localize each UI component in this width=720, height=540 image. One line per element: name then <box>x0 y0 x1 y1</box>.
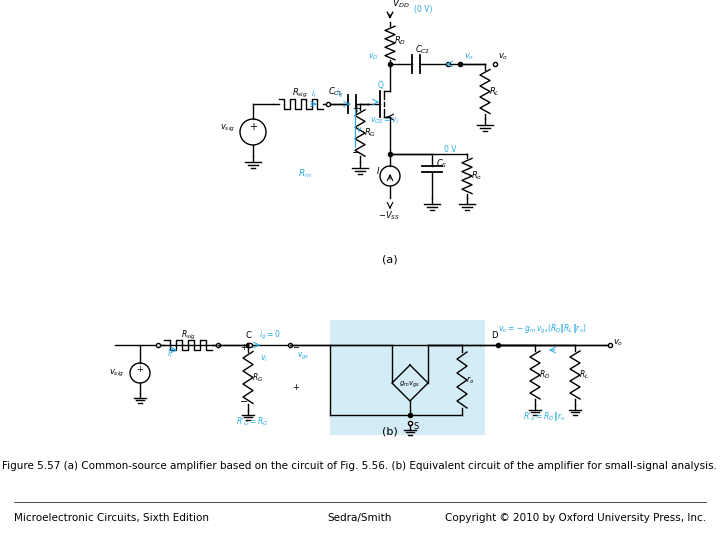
Text: $R_G$: $R_G$ <box>252 372 264 384</box>
Text: $R_o$: $R_o$ <box>471 170 482 183</box>
Text: +: + <box>352 104 360 114</box>
Text: $C_S$: $C_S$ <box>436 157 447 170</box>
Text: $R_{sig}$: $R_{sig}$ <box>292 87 308 100</box>
Text: Sedra/Smith: Sedra/Smith <box>328 513 392 523</box>
Text: +: + <box>137 364 143 374</box>
Text: Microelectronic Circuits, Sixth Edition: Microelectronic Circuits, Sixth Edition <box>14 513 209 523</box>
Text: $R_D$: $R_D$ <box>539 369 550 381</box>
Text: $v_{GS} = v_i$: $v_{GS} = v_i$ <box>370 115 400 125</box>
Text: $-V_{SS}$: $-V_{SS}$ <box>378 209 400 221</box>
Text: $I$: $I$ <box>376 165 380 176</box>
Text: $R_D$: $R_D$ <box>394 35 406 47</box>
Text: −: − <box>240 397 248 407</box>
Text: $i_g$: $i_g$ <box>336 87 343 100</box>
Text: $C_{C1}$: $C_{C1}$ <box>328 85 343 98</box>
Text: $v_o$: $v_o$ <box>464 51 474 62</box>
Text: $R_{in}$: $R_{in}$ <box>298 167 312 179</box>
Text: $R'_o = R_D \| r_o$: $R'_o = R_D \| r_o$ <box>523 410 565 423</box>
Text: $v_{sig}$: $v_{sig}$ <box>109 367 124 379</box>
Text: $g_m v_{gs}$: $g_m v_{gs}$ <box>400 380 420 390</box>
Text: Copyright © 2010 by Oxford University Press, Inc.: Copyright © 2010 by Oxford University Pr… <box>445 513 706 523</box>
Text: (b): (b) <box>382 427 398 437</box>
Text: −: − <box>292 343 299 352</box>
Text: $R_L$: $R_L$ <box>579 369 589 381</box>
Text: 0 V: 0 V <box>444 145 456 154</box>
Text: +: + <box>240 343 247 352</box>
Text: C: C <box>245 331 251 340</box>
Text: $R'_G = R_G$: $R'_G = R_G$ <box>236 415 269 428</box>
Text: (a): (a) <box>382 254 398 264</box>
Text: S: S <box>413 422 418 431</box>
Text: $V_{DD}$: $V_{DD}$ <box>392 0 410 10</box>
Text: $v_i$: $v_i$ <box>260 353 268 363</box>
Text: (0 V): (0 V) <box>414 5 433 14</box>
Text: $v_o$: $v_o$ <box>613 337 624 348</box>
Text: $v_{gs}$: $v_{gs}$ <box>297 350 310 361</box>
Text: $v_D$: $v_D$ <box>368 51 378 62</box>
Text: D: D <box>491 331 498 340</box>
Text: +: + <box>249 122 257 132</box>
Text: Q: Q <box>378 81 384 90</box>
Text: $R_G$: $R_G$ <box>364 127 376 139</box>
Text: $i_g = 0$: $i_g = 0$ <box>259 329 281 342</box>
Text: $v$: $v$ <box>356 125 363 134</box>
Text: $i_i$: $i_i$ <box>167 348 173 361</box>
Text: $R_L$: $R_L$ <box>489 85 500 98</box>
Text: $v_o = -g_m\, v_{gs}(R_D \| R_L \| r_o)$: $v_o = -g_m\, v_{gs}(R_D \| R_L \| r_o)$ <box>498 322 587 335</box>
FancyBboxPatch shape <box>330 320 485 435</box>
Text: $v_o$: $v_o$ <box>498 51 508 62</box>
Text: Figure 5.57 (a) Common-source amplifier based on the circuit of Fig. 5.56. (b) E: Figure 5.57 (a) Common-source amplifier … <box>2 461 718 471</box>
Text: $r_o$: $r_o$ <box>466 374 474 386</box>
Text: −: − <box>352 148 361 158</box>
Text: +: + <box>292 383 299 392</box>
Text: $C_{C2}$: $C_{C2}$ <box>415 44 430 57</box>
Text: $R_{sig}$: $R_{sig}$ <box>181 329 195 342</box>
Text: $v_{sig}$: $v_{sig}$ <box>220 124 235 134</box>
Text: $i_i$: $i_i$ <box>311 87 317 99</box>
